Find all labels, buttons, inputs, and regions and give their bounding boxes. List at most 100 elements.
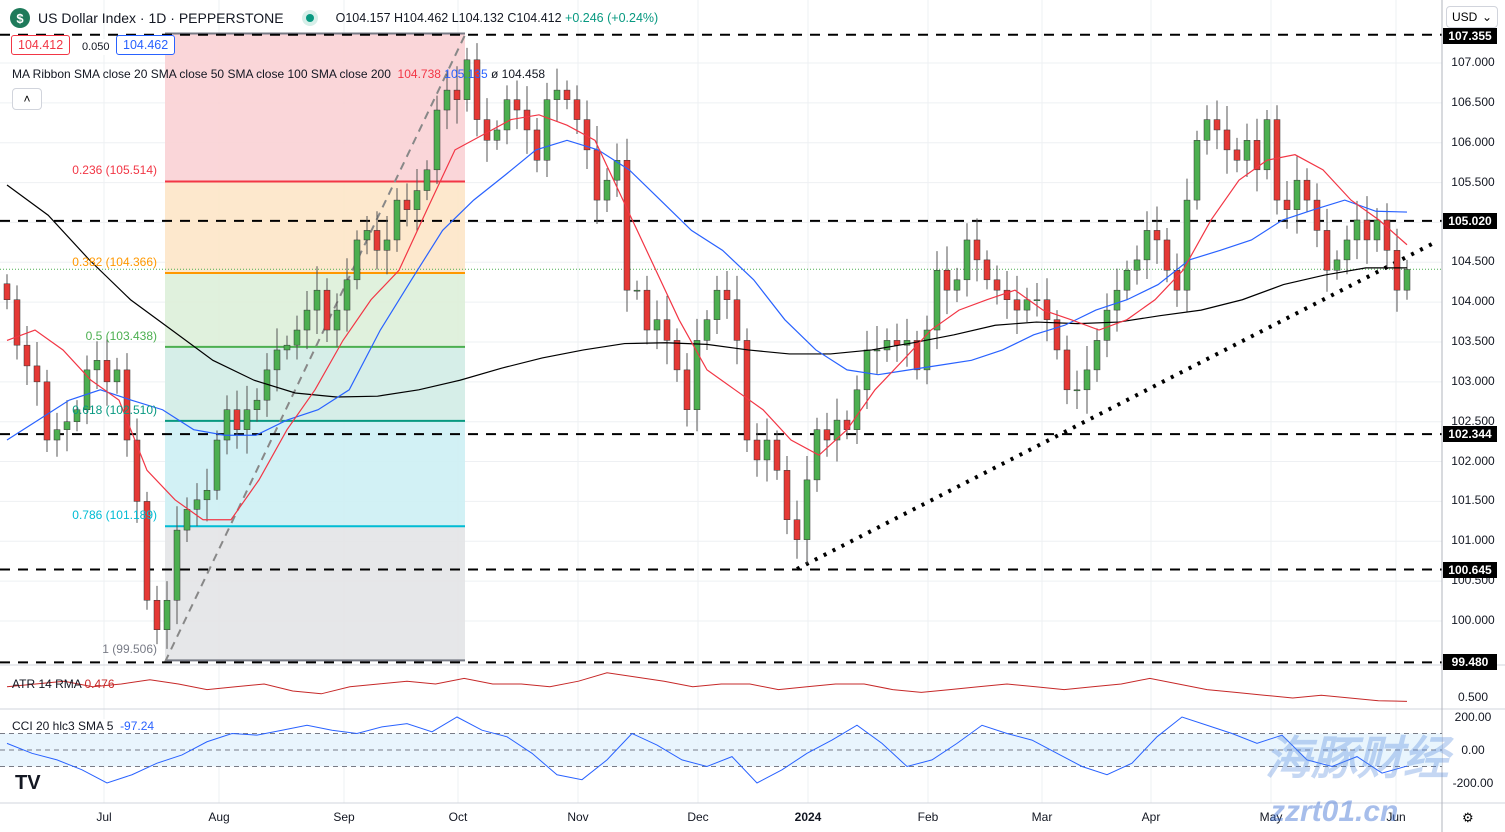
- time-tick: Jun: [1386, 810, 1406, 824]
- price-tick: 106.500: [1451, 94, 1495, 109]
- candle-body: [1013, 299, 1021, 311]
- candle-body: [913, 340, 921, 371]
- candle-body: [943, 269, 951, 291]
- settings-gear-icon[interactable]: ⚙: [1462, 810, 1474, 825]
- candle-body: [13, 299, 21, 346]
- candle-body: [523, 109, 531, 131]
- candle-body: [373, 230, 381, 251]
- candle-body: [1233, 149, 1241, 161]
- candle-body: [643, 289, 651, 331]
- candle-body: [1073, 389, 1081, 392]
- candle-body: [443, 89, 451, 111]
- candle-body: [1033, 299, 1041, 301]
- candle-body: [793, 519, 801, 540]
- candle-body: [653, 319, 661, 331]
- candle-body: [853, 389, 861, 430]
- candle-body: [213, 439, 221, 491]
- candle-body: [1053, 319, 1061, 351]
- fib-label: 0.786 (101.189): [72, 508, 157, 523]
- atr-legend[interactable]: ATR 14 RMA 0.476: [12, 677, 115, 691]
- candle-body: [413, 190, 421, 210]
- candle-body: [843, 419, 851, 430]
- candle-body: [133, 439, 141, 502]
- candle-body: [1083, 369, 1091, 391]
- candle-body: [393, 199, 401, 241]
- candle-body: [783, 470, 791, 520]
- candle-body: [833, 419, 841, 441]
- currency-select[interactable]: USD ⌄: [1446, 6, 1498, 28]
- collapse-legend-chevron-up-icon[interactable]: ˄: [12, 88, 42, 110]
- candle-body: [1173, 269, 1181, 291]
- candle-body: [343, 279, 351, 311]
- candle-body: [1343, 239, 1351, 261]
- price-tag: 99.480: [1443, 654, 1497, 671]
- price-tick: 103.000: [1451, 373, 1495, 388]
- candle-body: [923, 329, 931, 371]
- candle-body: [103, 360, 111, 383]
- price-tick: 103.500: [1451, 333, 1495, 348]
- candle-body: [503, 99, 511, 131]
- candle-body: [1103, 309, 1111, 341]
- candle-body: [1393, 250, 1401, 291]
- fib-label: 0.5 (103.438): [85, 328, 157, 343]
- candle-body: [233, 409, 241, 430]
- price-tick: 107.000: [1451, 55, 1495, 69]
- candle-body: [423, 169, 431, 191]
- candle-body: [23, 344, 31, 367]
- price-tick: 102.500: [1451, 413, 1495, 428]
- candle-body: [483, 119, 491, 141]
- candle-body: [1383, 219, 1391, 251]
- cci-legend[interactable]: CCI 20 hlc3 SMA 5 -97.24: [12, 719, 155, 733]
- time-tick: Nov: [567, 810, 589, 824]
- candle-body: [983, 259, 991, 281]
- candle-body: [803, 479, 811, 540]
- candle-body: [513, 99, 521, 111]
- candle-body: [553, 89, 561, 100]
- candle-body: [1153, 230, 1161, 241]
- candle-body: [3, 283, 11, 300]
- candle-body: [63, 421, 71, 430]
- chevron-down-icon: ⌄: [1481, 10, 1492, 24]
- candle-body: [43, 381, 51, 441]
- candle-body: [1093, 340, 1101, 371]
- ma-ribbon-legend[interactable]: MA Ribbon SMA close 20 SMA close 50 SMA …: [12, 67, 546, 81]
- candle-body: [973, 239, 981, 261]
- candle-body: [473, 59, 481, 120]
- candle-body: [603, 179, 611, 201]
- candle-body: [173, 529, 181, 601]
- price-tag: 105.020: [1443, 212, 1497, 229]
- candle-body: [123, 369, 131, 441]
- buy-price-button[interactable]: 104.462: [116, 35, 176, 55]
- atr-line: [6, 672, 1408, 702]
- symbol-title[interactable]: US Dollar Index · 1D · PEPPERSTONE: [38, 10, 284, 26]
- candle-body: [763, 439, 771, 461]
- candle-body: [383, 239, 391, 251]
- candle-body: [663, 319, 671, 341]
- fib-label: 0.236 (105.514): [72, 163, 157, 178]
- candle-body: [883, 340, 891, 351]
- candle-body: [1163, 239, 1171, 271]
- market-status-icon[interactable]: [305, 14, 314, 22]
- candle-body: [953, 279, 961, 291]
- time-tick: May: [1259, 810, 1283, 824]
- candle-body: [193, 499, 201, 510]
- candle-body: [453, 89, 461, 100]
- candle-body: [623, 159, 631, 291]
- cci-axis-top: 200.00: [1454, 710, 1492, 724]
- candle-body: [203, 489, 211, 501]
- candle-body: [993, 279, 1001, 291]
- candle-body: [673, 340, 681, 371]
- candle-body: [1143, 230, 1151, 261]
- candle-body: [1353, 219, 1361, 241]
- candle-body: [743, 340, 751, 441]
- candle-body: [1133, 259, 1141, 271]
- candle-body: [1263, 119, 1271, 171]
- candle-body: [1313, 199, 1321, 231]
- candle-body: [283, 344, 291, 351]
- tradingview-logo-icon[interactable]: TV: [15, 772, 41, 794]
- price-tick: 105.500: [1451, 174, 1495, 189]
- sell-price-button[interactable]: 104.412: [11, 35, 71, 55]
- atr-axis-label: 0.500: [1457, 690, 1489, 704]
